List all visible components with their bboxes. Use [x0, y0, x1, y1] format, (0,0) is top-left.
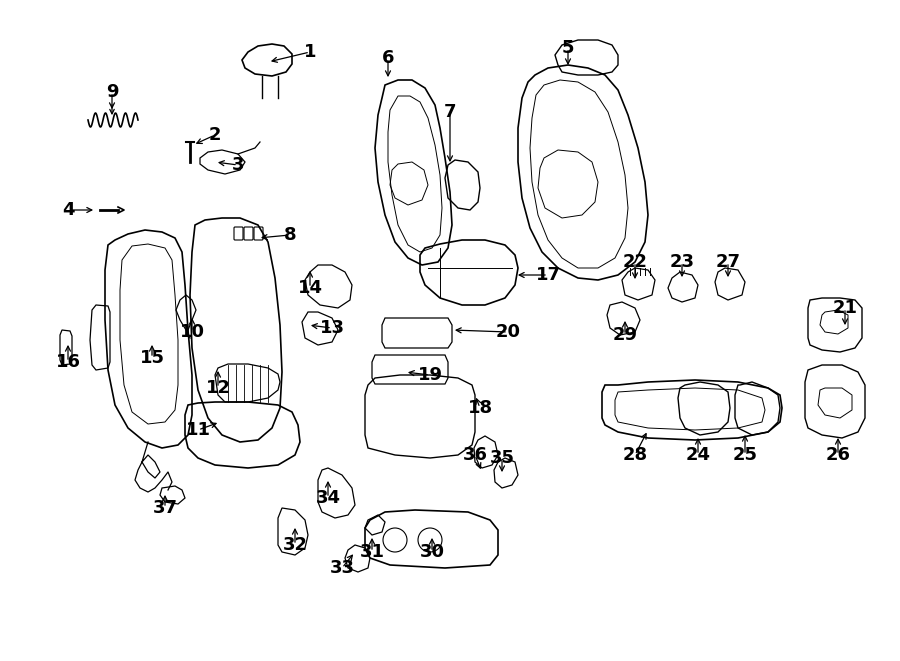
Text: 31: 31: [359, 543, 384, 561]
Text: 35: 35: [490, 449, 515, 467]
Text: 5: 5: [562, 39, 574, 57]
Text: 21: 21: [832, 299, 858, 317]
Text: 36: 36: [463, 446, 488, 464]
Text: 6: 6: [382, 49, 394, 67]
Text: 4: 4: [62, 201, 74, 219]
Text: 19: 19: [418, 366, 443, 384]
Text: 16: 16: [56, 353, 80, 371]
Text: 34: 34: [316, 489, 340, 507]
Text: 30: 30: [419, 543, 445, 561]
Text: 24: 24: [686, 446, 710, 464]
Text: 12: 12: [205, 379, 230, 397]
Text: 32: 32: [283, 536, 308, 554]
Text: 22: 22: [623, 253, 647, 271]
Text: 11: 11: [185, 421, 211, 439]
Text: 7: 7: [444, 103, 456, 121]
Text: 37: 37: [152, 499, 177, 517]
Text: 27: 27: [716, 253, 741, 271]
Text: 8: 8: [284, 226, 296, 244]
Text: 18: 18: [467, 399, 492, 417]
Text: 29: 29: [613, 326, 637, 344]
Text: 25: 25: [733, 446, 758, 464]
Text: 26: 26: [825, 446, 850, 464]
Text: 3: 3: [232, 156, 244, 174]
Text: 20: 20: [496, 323, 520, 341]
Text: 10: 10: [179, 323, 204, 341]
Text: 2: 2: [209, 126, 221, 144]
Text: 23: 23: [670, 253, 695, 271]
Text: 33: 33: [329, 559, 355, 577]
Text: 9: 9: [106, 83, 118, 101]
Text: 15: 15: [140, 349, 165, 367]
Text: 28: 28: [623, 446, 648, 464]
Text: 13: 13: [320, 319, 345, 337]
Text: 1: 1: [304, 43, 316, 61]
Text: 17: 17: [536, 266, 561, 284]
Text: 14: 14: [298, 279, 322, 297]
